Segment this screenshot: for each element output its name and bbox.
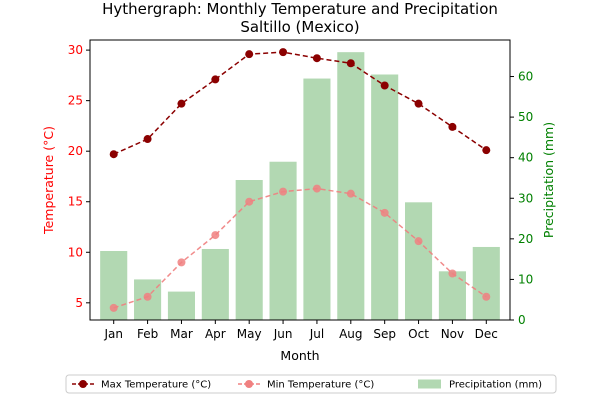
min-temp-point-dec: [482, 292, 491, 301]
max-temp-point-apr: [211, 75, 220, 84]
chart-title: Hythergraph: Monthly Temperature and Pre…: [102, 0, 498, 18]
x-tick-label: Sep: [373, 327, 396, 341]
x-tick-label: Feb: [137, 327, 158, 341]
max-temp-point-nov: [448, 122, 457, 131]
left-tick-label: 5: [75, 296, 83, 310]
precipitation-bar-oct: [405, 202, 433, 320]
precipitation-bar-sep: [371, 74, 399, 320]
min-temp-point-jan: [109, 303, 118, 312]
left-tick-label: 15: [68, 195, 83, 209]
max-temp-point-jun: [279, 48, 288, 57]
x-tick-label: Jul: [309, 327, 324, 341]
max-temp-point-may: [245, 50, 254, 59]
x-month-axis: Jan Feb Mar Apr May Jun Jul Aug Sep Oct Nov Dec: [103, 320, 498, 341]
right-tick-label: 0: [518, 313, 526, 327]
max-temp-point-mar: [177, 99, 186, 108]
min-temp-point-feb: [143, 292, 152, 301]
right-tick-label: 60: [518, 70, 533, 84]
precipitation-bar-jul: [303, 78, 331, 321]
max-temp-point-sep: [380, 81, 389, 90]
min-temp-point-sep: [380, 208, 389, 217]
precipitation-bar-dec: [472, 246, 500, 320]
legend-label: Precipitation (mm): [449, 380, 542, 391]
x-tick-label: Aug: [339, 327, 362, 341]
precipitation-bar-nov: [438, 271, 466, 320]
x-tick-label: May: [237, 327, 262, 341]
max-temp-line: [113, 51, 487, 155]
right-tick-label: 10: [518, 272, 533, 286]
left-axis-title: Temperature (°C): [41, 126, 56, 235]
x-tick-label: Dec: [475, 327, 498, 341]
precipitation-bars: [100, 52, 500, 321]
right-axis-title: Precipitation (mm): [541, 122, 556, 238]
max-temp-point-jan: [109, 150, 118, 159]
min-temp-point-may: [245, 197, 254, 206]
x-tick-label: Apr: [205, 327, 226, 341]
legend-label: Max Temperature (°C): [101, 380, 211, 391]
x-tick-label: Mar: [170, 327, 193, 341]
legend-swatch-min-temp-marker: [245, 380, 253, 388]
precipitation-bar-apr: [201, 248, 229, 320]
min-temp-point-jun: [279, 187, 288, 196]
x-tick-label: Jan: [103, 327, 123, 341]
max-temp-point-dec: [482, 146, 491, 155]
precipitation-bar-jun: [269, 161, 297, 320]
plot-area-frame: [89, 39, 511, 321]
chart-subtitle: Saltillo (Mexico): [240, 18, 359, 36]
chart-legend: Max Temperature (°C) Min Temperature (°C)…: [65, 374, 557, 394]
right-tick-label: 20: [518, 232, 533, 246]
min-temp-point-nov: [448, 269, 457, 278]
left-tick-label: 25: [68, 94, 83, 108]
max-temp-point-jul: [312, 54, 321, 63]
max-temp-point-feb: [143, 135, 152, 144]
precipitation-bar-aug: [337, 52, 365, 320]
right-tick-label: 50: [518, 110, 533, 124]
left-tick-label: 30: [68, 43, 83, 57]
x-tick-label: Jun: [273, 327, 293, 341]
min-temp-point-jul: [312, 184, 321, 193]
left-temperature-axis: 5 10 15 20 25 30: [68, 43, 90, 310]
temperature-lines: [109, 48, 491, 312]
min-temp-point-mar: [177, 258, 186, 267]
min-temp-point-aug: [346, 189, 355, 198]
min-temp-point-oct: [414, 237, 423, 246]
x-tick-label: Nov: [441, 327, 464, 341]
min-temp-line: [113, 187, 487, 309]
legend-swatch-precipitation: [418, 379, 441, 389]
precipitation-bar-mar: [167, 291, 195, 320]
min-temp-point-apr: [211, 231, 220, 240]
right-tick-label: 30: [518, 191, 533, 205]
x-axis-title: Month: [280, 348, 319, 363]
right-precipitation-axis: 0 10 20 30 40 50 60: [510, 70, 533, 327]
max-temp-point-aug: [346, 59, 355, 68]
legend-swatch-max-temp-marker: [79, 380, 87, 388]
x-tick-label: Oct: [408, 327, 429, 341]
right-tick-label: 40: [518, 151, 533, 165]
max-temp-point-oct: [414, 99, 423, 108]
left-tick-label: 10: [68, 245, 83, 259]
left-tick-label: 20: [68, 144, 83, 158]
legend-label: Min Temperature (°C): [267, 380, 374, 391]
